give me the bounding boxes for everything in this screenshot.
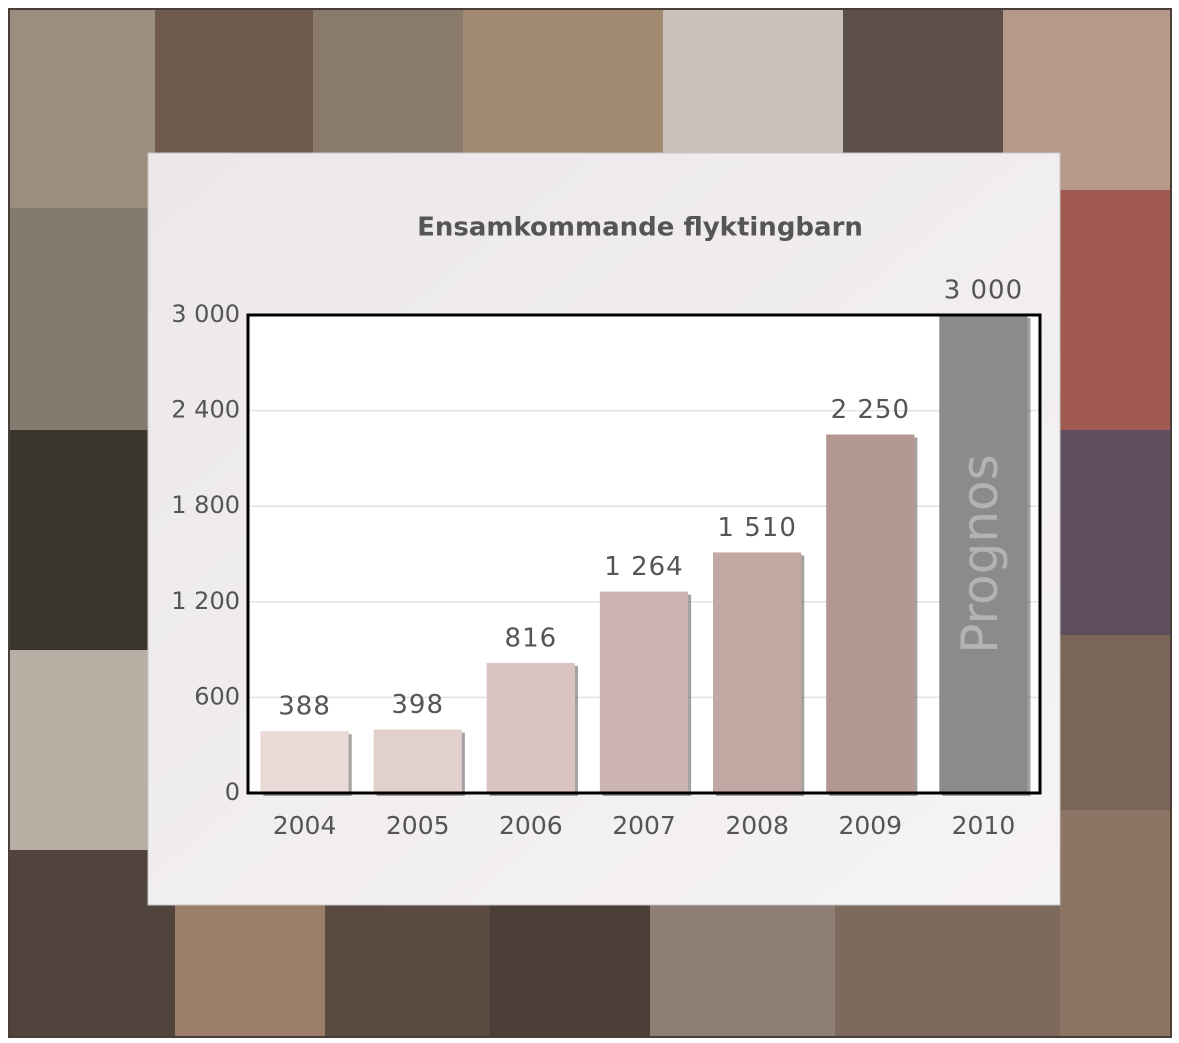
value-label: 1 264 [604, 552, 683, 582]
bars [260, 315, 1031, 796]
y-tick-label: 600 [194, 682, 240, 710]
value-label: 388 [278, 692, 331, 722]
bar [260, 731, 349, 793]
value-label: 2 250 [831, 395, 910, 425]
annotation: Prognos [951, 454, 1009, 653]
y-tick-label: 1 800 [171, 491, 240, 519]
y-tick-label: 0 [225, 778, 240, 806]
x-tick-label: 2007 [612, 811, 676, 840]
x-tick-label: 2010 [952, 811, 1016, 840]
bar [599, 591, 689, 793]
value-label: 1 510 [717, 513, 796, 543]
x-tick-label: 2009 [838, 811, 902, 840]
chart-title: Ensamkommande flyktingbarn [417, 213, 863, 243]
x-tick-label: 2004 [273, 811, 337, 840]
value-label: 398 [391, 690, 444, 720]
y-tick-label: 3 000 [171, 300, 240, 328]
value-label: 3 000 [944, 276, 1023, 306]
bar [486, 662, 575, 793]
plot-border [246, 313, 1042, 795]
x-tick-label: 2005 [386, 811, 450, 840]
x-tick-label: 2006 [499, 811, 563, 840]
y-tick-label: 2 400 [171, 396, 240, 424]
x-tick-label: 2008 [725, 811, 789, 840]
bar [939, 315, 1028, 793]
bar [373, 729, 462, 793]
value-label: 816 [505, 623, 558, 653]
bar [826, 434, 915, 793]
y-tick-label: 1 200 [171, 587, 240, 615]
bar [713, 552, 802, 793]
